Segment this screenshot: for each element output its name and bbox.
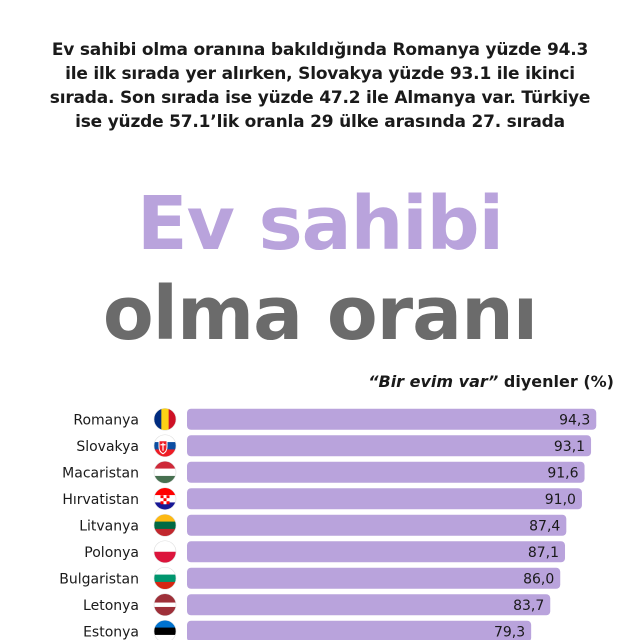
value-label: 87,4 — [529, 518, 560, 534]
subtitle-rest: diyenler (%) — [498, 372, 614, 391]
category-label: Macaristan — [62, 465, 139, 481]
flag-outline — [153, 619, 177, 640]
bar — [187, 435, 592, 457]
category-label: Bulgaristan — [59, 571, 139, 587]
bar — [187, 567, 561, 589]
value-label: 91,6 — [547, 465, 578, 481]
category-label: Polonya — [84, 545, 139, 561]
subtitle-quote: “Bir evim var” — [368, 372, 499, 391]
value-label: 91,0 — [545, 492, 576, 508]
flag-outline — [153, 540, 177, 564]
title-line-1: Ev sahibi — [137, 181, 504, 267]
flag-outline — [153, 407, 177, 431]
category-label: Hırvatistan — [62, 492, 139, 508]
bar — [187, 488, 582, 510]
bar — [187, 594, 551, 616]
intro-text: Ev sahibi olma oranına bakıldığında Roma… — [49, 40, 591, 132]
category-label: Romanya — [73, 412, 139, 428]
flag-hungary-icon — [154, 461, 176, 484]
bar — [187, 620, 532, 640]
bar — [187, 541, 566, 563]
flag-lithuania-icon — [154, 514, 176, 537]
flag-bulgaria-icon — [154, 567, 176, 590]
flag-outline — [153, 566, 177, 590]
value-label: 86,0 — [523, 571, 554, 587]
flag-outline — [153, 487, 177, 511]
category-label: Estonya — [83, 624, 139, 640]
flag-latvia-icon — [154, 593, 176, 616]
value-label: 87,1 — [528, 545, 559, 561]
flag-slovakia-icon — [154, 434, 176, 457]
title-line-2: olma oranı — [102, 271, 538, 357]
flag-outline — [153, 434, 177, 458]
bar — [187, 461, 585, 483]
flag-croatia-icon — [154, 487, 176, 510]
flag-outline — [153, 593, 177, 617]
chart-subtitle: “Bir evim var” diyenler (%) — [368, 372, 614, 391]
bar — [187, 408, 597, 430]
value-label: 83,7 — [513, 598, 544, 614]
bar — [187, 514, 567, 536]
flag-romania-icon — [154, 408, 176, 431]
flag-estonia-icon — [154, 620, 176, 640]
category-label: Litvanya — [79, 518, 139, 534]
value-label: 93,1 — [554, 439, 585, 455]
flag-outline — [153, 513, 177, 537]
flag-outline — [153, 460, 177, 484]
category-label: Slovakya — [76, 439, 139, 455]
flag-poland-icon — [154, 540, 176, 563]
value-label: 94,3 — [559, 412, 590, 428]
value-label: 79,3 — [494, 624, 525, 640]
category-label: Letonya — [83, 598, 139, 614]
